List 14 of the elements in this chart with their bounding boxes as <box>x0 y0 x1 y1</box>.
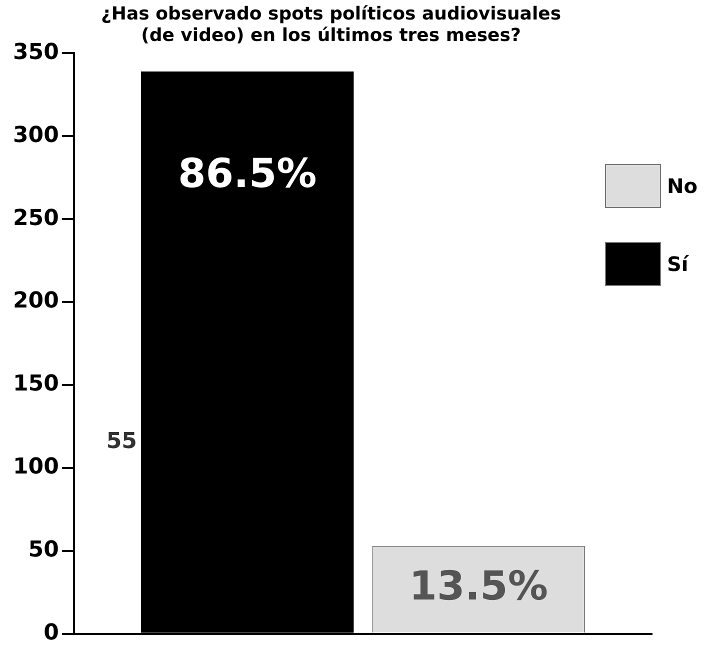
y-tick-label: 150 <box>12 372 59 397</box>
y-tick-label: 250 <box>12 206 59 231</box>
legend-label: Sí <box>667 252 688 276</box>
y-tick-label: 50 <box>28 538 59 563</box>
chart-title: ¿Has observado spots políticos audiovisuales (de video) en los últimos tres meses? <box>100 3 562 46</box>
annotation: 13.5% <box>409 564 548 610</box>
y-tick-label: 200 <box>12 288 59 314</box>
y-tick-label: 350 <box>12 40 59 65</box>
annotation: 55 <box>106 428 137 454</box>
legend-label: No <box>667 174 698 198</box>
y-tick-label: 300 <box>12 122 59 148</box>
y-tick-label: 0 <box>44 620 59 646</box>
y-tick-label: 100 <box>12 454 59 480</box>
annotation: 86.5% <box>178 150 317 197</box>
